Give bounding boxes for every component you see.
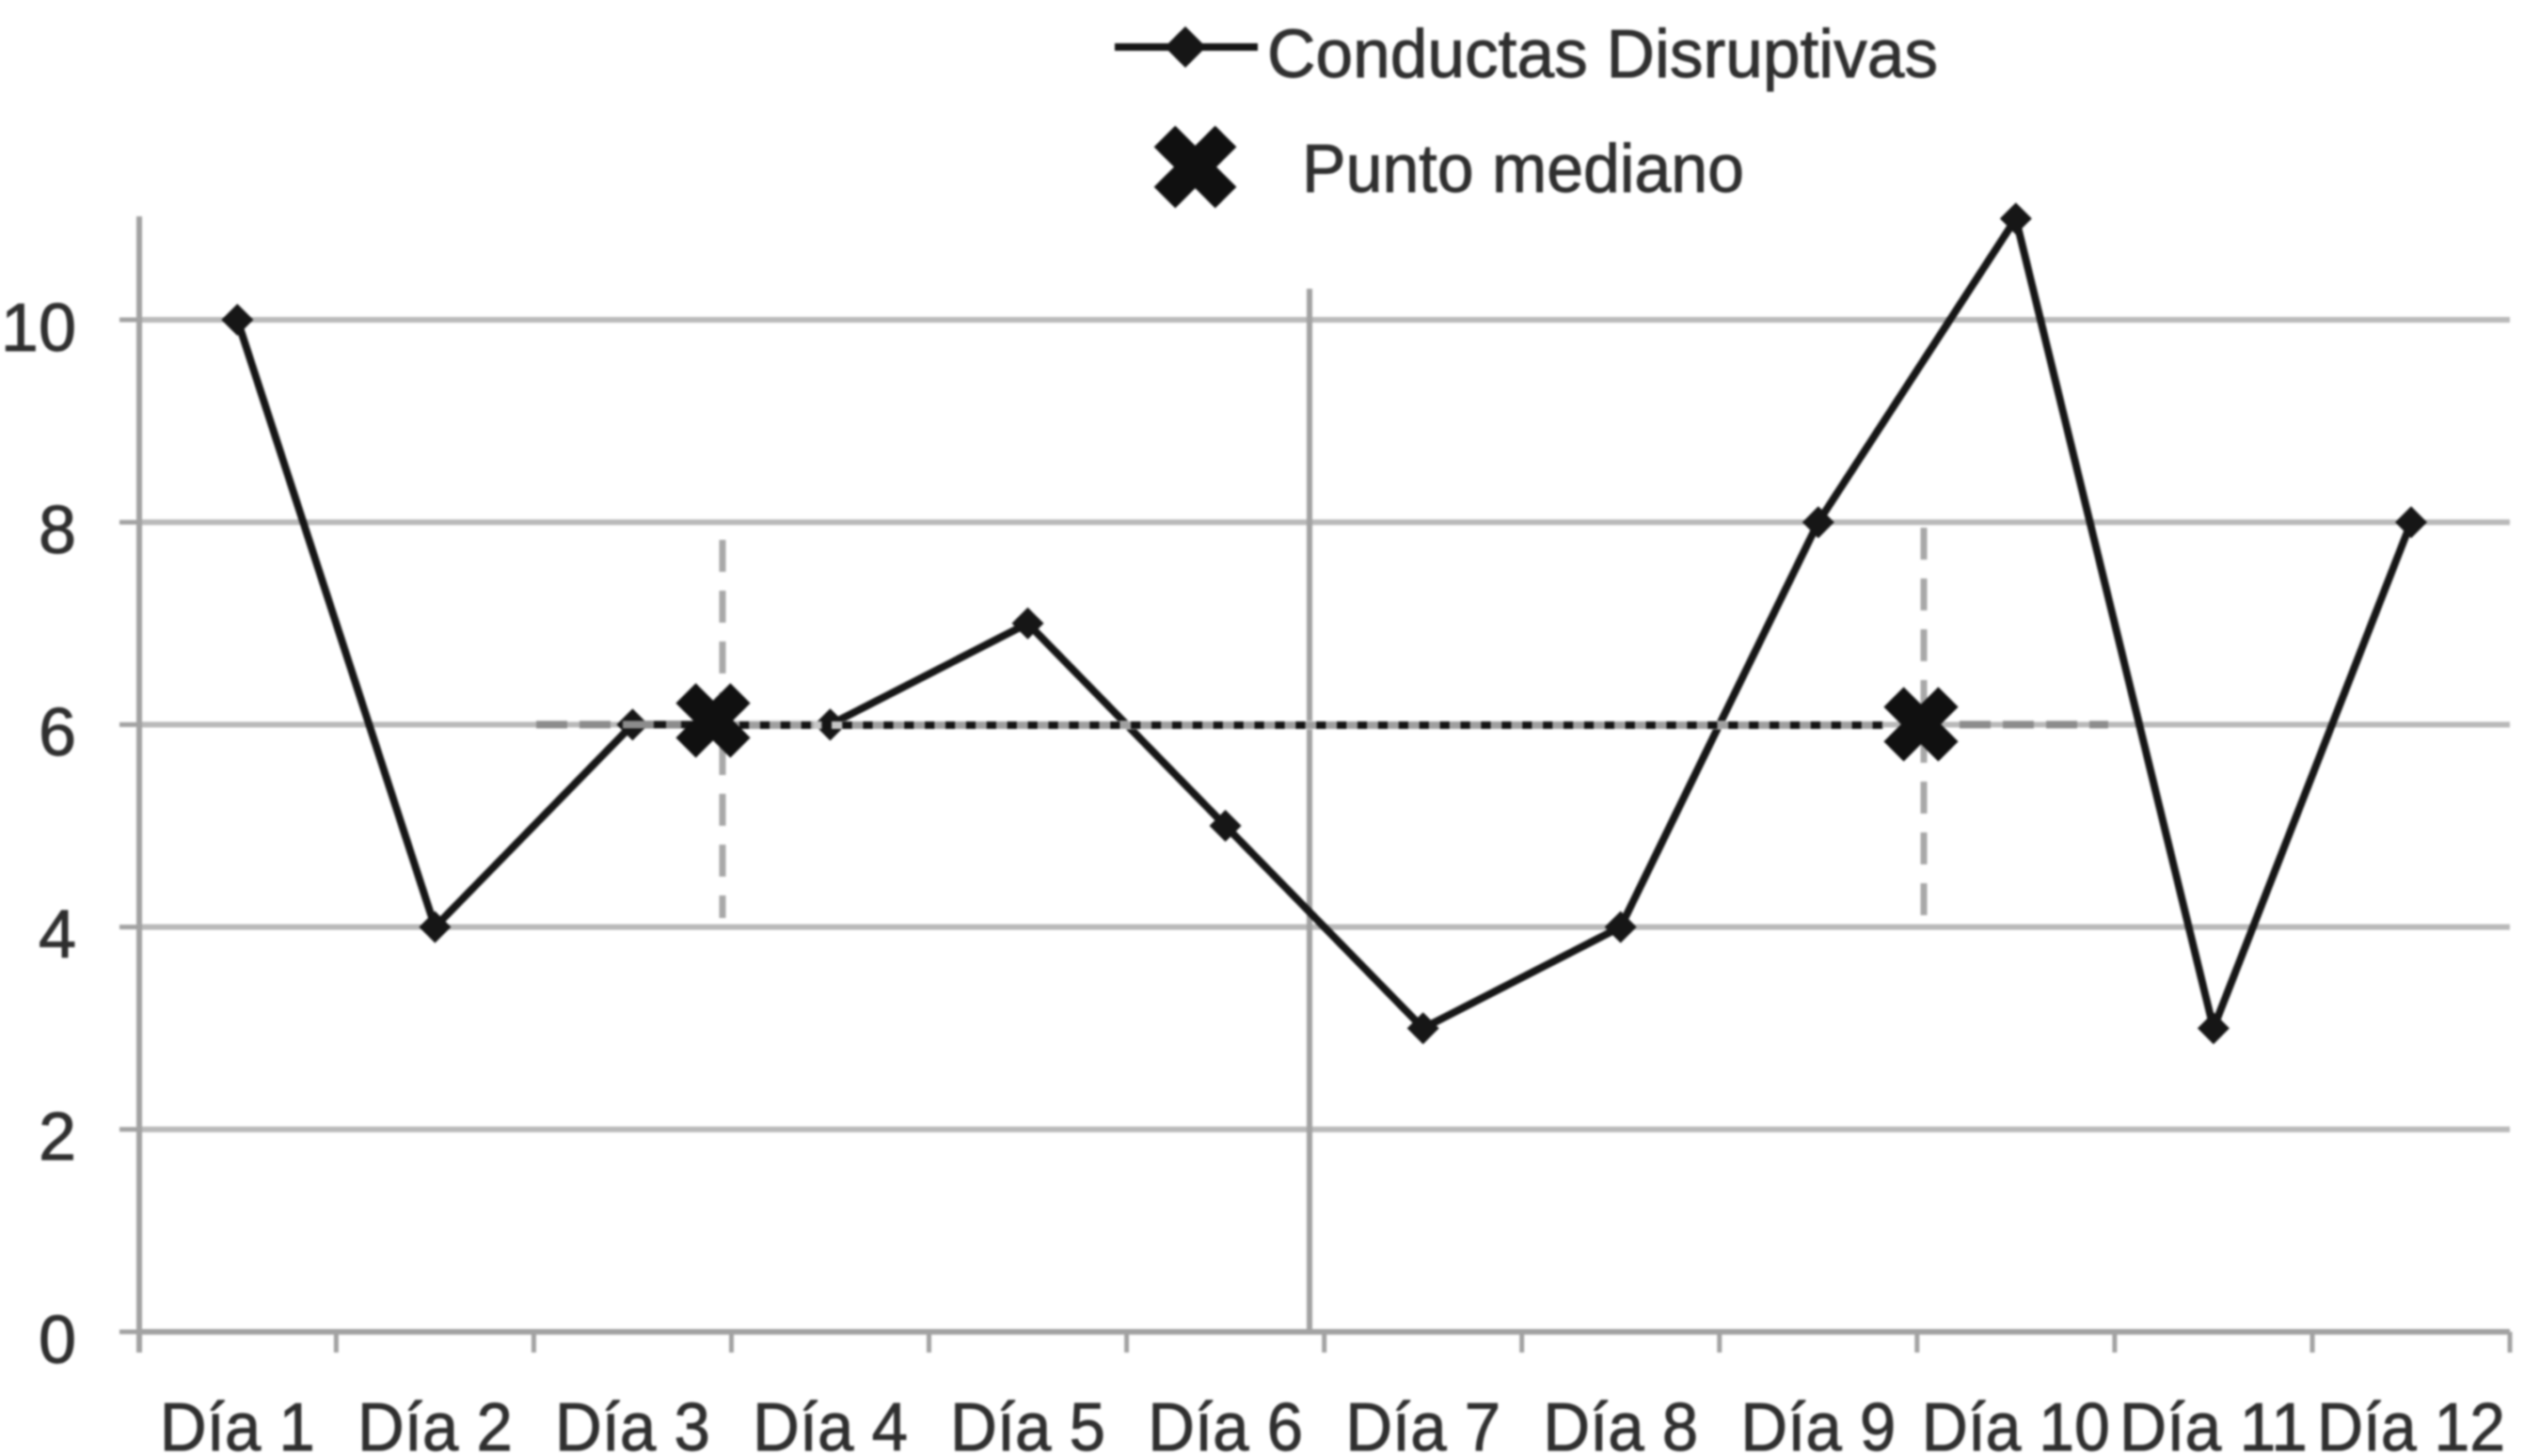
svg-text:4: 4 <box>39 897 76 973</box>
svg-text:Día 6: Día 6 <box>1148 1390 1303 1456</box>
svg-text:Día 5: Día 5 <box>950 1390 1105 1456</box>
svg-text:10: 10 <box>1 291 76 366</box>
svg-text:Día 7: Día 7 <box>1345 1390 1500 1456</box>
svg-text:Día 4: Día 4 <box>753 1390 908 1456</box>
svg-text:Día 2: Día 2 <box>357 1390 513 1456</box>
svg-text:6: 6 <box>39 695 76 770</box>
svg-text:0: 0 <box>39 1303 76 1378</box>
svg-text:Día 9: Día 9 <box>1740 1390 1896 1456</box>
svg-text:Día 1: Día 1 <box>160 1390 315 1456</box>
svg-text:Día 12: Día 12 <box>2317 1390 2505 1456</box>
svg-text:Conductas Disruptivas: Conductas Disruptivas <box>1267 17 1938 92</box>
svg-text:Día 11: Día 11 <box>2119 1390 2308 1456</box>
svg-text:8: 8 <box>39 493 76 568</box>
svg-text:2: 2 <box>39 1100 76 1175</box>
svg-text:Punto mediano: Punto mediano <box>1302 132 1744 207</box>
svg-text:Día 10: Día 10 <box>1922 1390 2110 1456</box>
svg-text:Día 3: Día 3 <box>555 1390 710 1456</box>
svg-text:Día 8: Día 8 <box>1543 1390 1698 1456</box>
